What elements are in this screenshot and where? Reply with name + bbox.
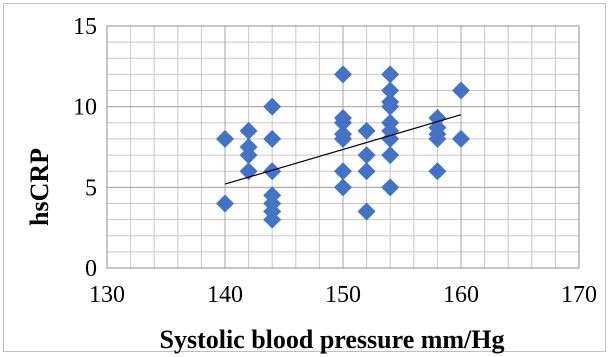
- trendline: [224, 114, 462, 185]
- data-point: [452, 129, 470, 148]
- data-point: [357, 202, 376, 221]
- plot-border: [106, 25, 580, 269]
- x-tick-label: 130: [89, 282, 125, 308]
- data-point: [334, 178, 352, 197]
- data-point: [381, 97, 400, 116]
- data-point: [334, 129, 352, 148]
- x-tick-label: 160: [443, 282, 479, 308]
- chart-frame: [3, 3, 606, 352]
- y-axis-label: hsCRP: [25, 148, 54, 226]
- data-points: [216, 65, 470, 229]
- data-point: [381, 65, 400, 84]
- data-point: [357, 121, 376, 140]
- data-point: [381, 178, 400, 197]
- data-point: [263, 162, 282, 181]
- data-point: [216, 129, 234, 148]
- x-tick-label: 150: [325, 282, 361, 308]
- x-tick-labels: 130 140 150 160 170: [89, 282, 597, 308]
- data-point: [216, 194, 234, 213]
- data-point: [381, 146, 400, 165]
- data-point: [263, 97, 282, 116]
- data-point: [452, 81, 470, 100]
- data-point: [428, 129, 447, 148]
- x-tick-label: 170: [561, 282, 597, 308]
- data-point: [239, 146, 258, 165]
- data-point: [381, 81, 400, 100]
- data-point: [428, 162, 447, 181]
- data-point: [239, 121, 258, 140]
- data-point: [263, 129, 282, 148]
- y-tick-label: 5: [85, 175, 97, 201]
- x-axis-label: Systolic blood pressure mm/Hg: [159, 325, 504, 354]
- y-tick-label: 0: [85, 256, 97, 282]
- data-point: [334, 65, 352, 84]
- data-point: [334, 113, 352, 132]
- data-point: [357, 162, 376, 181]
- y-tick-labels: 0 5 10 15: [73, 14, 97, 282]
- y-tick-label: 15: [73, 14, 97, 40]
- trendline-line: [224, 114, 462, 185]
- data-point: [357, 146, 376, 165]
- plot-area-border: [106, 25, 580, 269]
- y-tick-label: 10: [73, 95, 97, 121]
- x-tick-label: 140: [207, 282, 243, 308]
- data-point: [334, 162, 352, 181]
- data-point: [263, 210, 282, 229]
